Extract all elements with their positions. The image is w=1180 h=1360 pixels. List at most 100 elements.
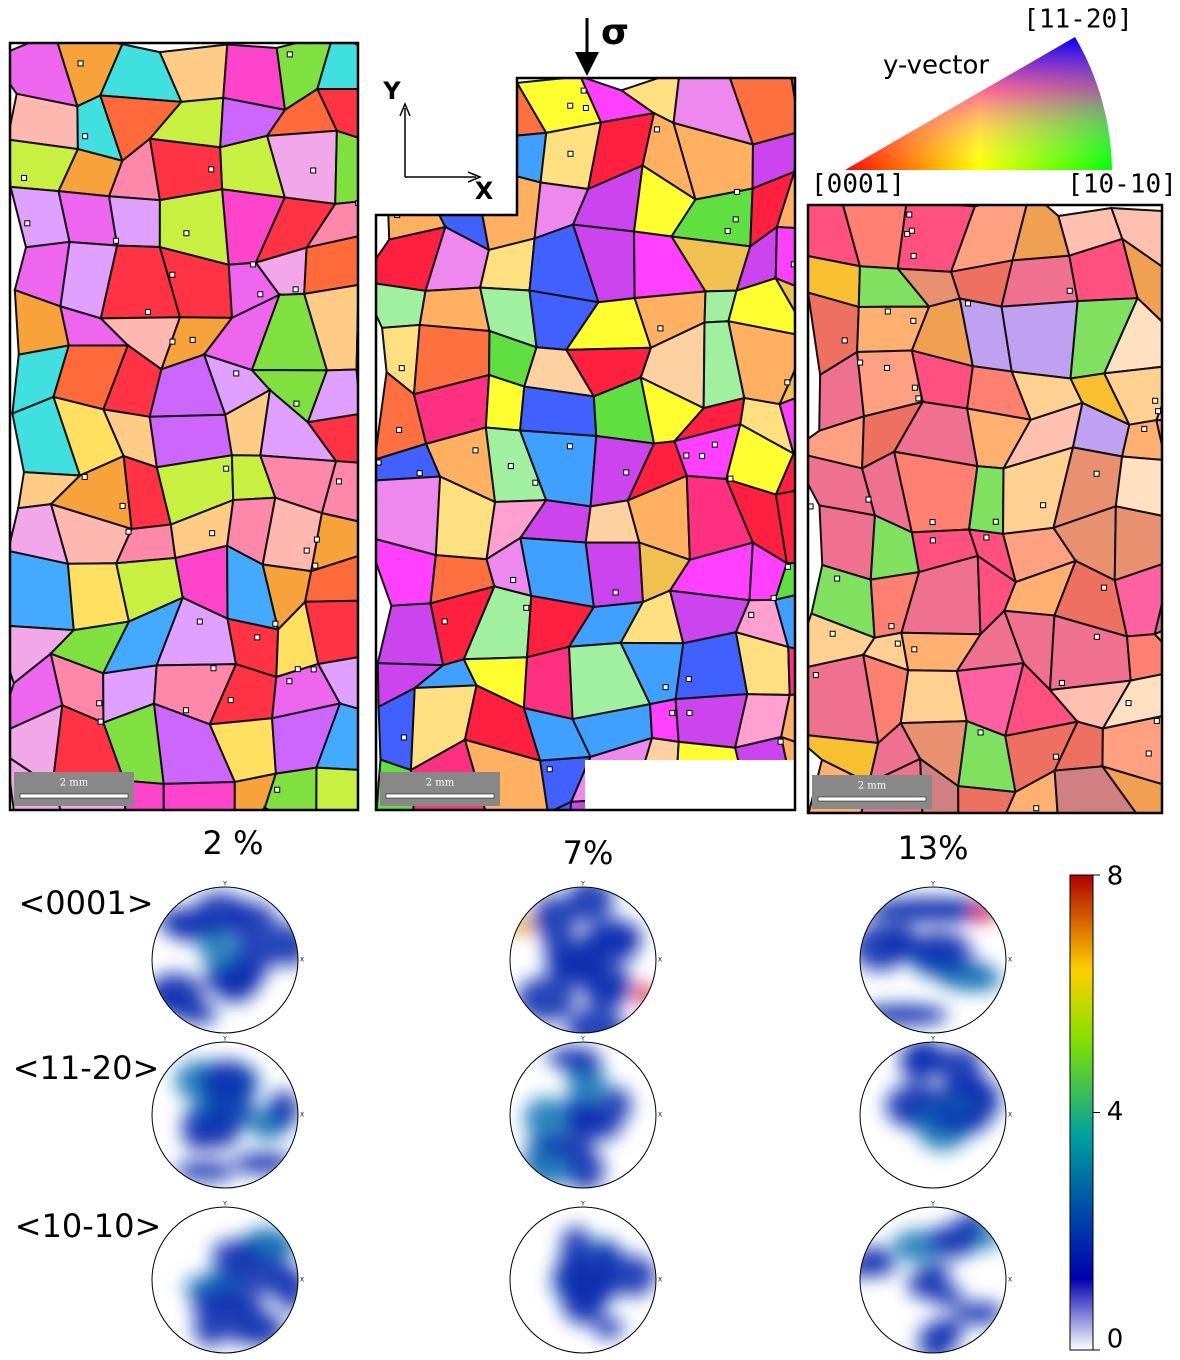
unindexed-point xyxy=(532,479,539,486)
unindexed-point xyxy=(223,465,230,472)
pole-y-label: Y xyxy=(222,881,227,888)
density-blob xyxy=(531,895,577,942)
unindexed-point xyxy=(441,618,448,625)
density-blob xyxy=(212,959,258,1003)
colorbar xyxy=(1069,874,1094,1351)
density-blob xyxy=(267,1090,298,1129)
map-border xyxy=(374,76,797,812)
unindexed-point xyxy=(400,734,407,741)
scale-bar-box xyxy=(380,772,500,806)
unindexed-point xyxy=(274,786,281,793)
unindexed-point xyxy=(894,640,901,647)
ipf-triangle-shade xyxy=(845,37,1112,170)
unindexed-point xyxy=(582,104,589,111)
grain xyxy=(727,811,798,859)
axis-x-label: X xyxy=(475,177,494,205)
density-blob xyxy=(602,1087,632,1125)
pole-y-label: Y xyxy=(930,1201,935,1208)
grain xyxy=(727,858,780,899)
pole-x-label: X xyxy=(1008,957,1012,964)
unindexed-point xyxy=(472,447,479,454)
grain xyxy=(387,864,436,923)
density-blob xyxy=(934,1317,963,1347)
unindexed-point xyxy=(210,665,217,672)
density-blob xyxy=(222,1311,262,1344)
unindexed-point xyxy=(686,709,693,716)
grain xyxy=(1101,715,1162,786)
unindexed-point xyxy=(732,216,739,223)
colorbar-ticks: 0 4 8 xyxy=(1093,862,1123,1355)
unindexed-point xyxy=(1033,805,1040,812)
unindexed-point xyxy=(904,230,911,237)
grain xyxy=(376,809,439,810)
grain xyxy=(778,382,795,456)
grain xyxy=(671,854,747,913)
unindexed-point xyxy=(396,426,403,433)
unindexed-point xyxy=(983,534,990,541)
grain xyxy=(1152,629,1162,644)
grain xyxy=(788,78,795,133)
density-blob xyxy=(907,930,972,972)
density-blob xyxy=(588,920,642,955)
unindexed-point xyxy=(657,325,664,332)
unindexed-point xyxy=(911,646,918,653)
grain xyxy=(1120,419,1162,461)
pole-blobs xyxy=(183,1227,298,1348)
pole-blobs xyxy=(511,887,655,1033)
grain xyxy=(418,286,491,333)
grain xyxy=(648,697,680,743)
pole-outline xyxy=(859,1206,1007,1354)
unindexed-point xyxy=(964,300,971,307)
grain xyxy=(303,555,358,603)
unindexed-point xyxy=(507,463,514,470)
pole-x-label: X xyxy=(658,957,662,964)
pole-density xyxy=(183,1227,298,1348)
pole-x-label: X xyxy=(658,1277,662,1284)
grain xyxy=(835,81,907,131)
hot-spot xyxy=(973,902,993,922)
grain xyxy=(773,276,795,340)
unindexed-point xyxy=(685,676,692,683)
grain xyxy=(381,832,443,873)
unindexed-point xyxy=(97,718,104,725)
unindexed-point xyxy=(915,395,922,402)
scale-bar-label: 2 mm xyxy=(858,781,887,792)
unindexed-point xyxy=(286,51,293,58)
hot-spot xyxy=(511,915,531,935)
grain xyxy=(774,429,795,496)
grain xyxy=(476,813,548,868)
grain xyxy=(1120,236,1162,324)
scale-bar-label: 2 mm xyxy=(60,778,89,789)
unindexed-point xyxy=(209,530,216,537)
grain xyxy=(525,800,573,810)
density-blob xyxy=(198,1060,256,1106)
density-blob xyxy=(934,1046,983,1086)
unindexed-point xyxy=(784,563,791,570)
grain xyxy=(773,578,795,663)
unindexed-point xyxy=(612,589,619,596)
unindexed-point xyxy=(929,519,936,526)
pole-outline xyxy=(859,886,1007,1034)
grain xyxy=(70,837,129,886)
unindexed-point xyxy=(257,291,264,298)
grain xyxy=(584,541,645,609)
pole-y-label: Y xyxy=(580,1201,585,1208)
pole-outline xyxy=(509,1041,657,1189)
unindexed-point xyxy=(669,710,676,717)
map-border xyxy=(806,203,1164,815)
grain xyxy=(413,78,486,141)
unindexed-point xyxy=(189,336,196,343)
pole-blobs xyxy=(551,1226,656,1339)
pole-y-label: Y xyxy=(222,1036,227,1043)
grain xyxy=(434,868,492,919)
pole-blobs xyxy=(174,1059,298,1182)
grain xyxy=(1166,460,1180,518)
load-arrow-head xyxy=(575,52,599,76)
grain xyxy=(1000,254,1079,308)
unindexed-point xyxy=(992,518,999,525)
unindexed-point xyxy=(711,441,718,448)
pole-x-label: X xyxy=(1008,1112,1012,1119)
grain xyxy=(123,779,165,810)
colorbar-tick-label: 4 xyxy=(1107,1097,1124,1127)
density-blob xyxy=(927,1223,977,1259)
